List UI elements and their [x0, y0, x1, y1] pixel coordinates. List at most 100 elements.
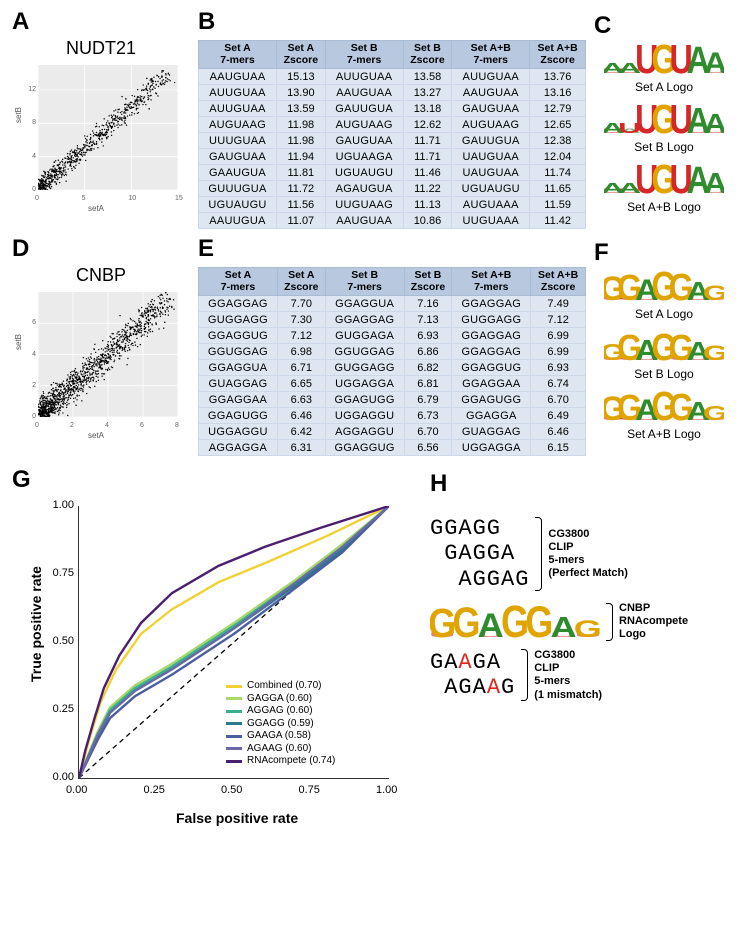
panel-D-title: CNBP — [12, 265, 190, 286]
clip-perfect-label: CG3800CLIP5-mers(Perfect Match) — [548, 528, 627, 581]
logo-caption: Set A+B Logo — [594, 200, 734, 214]
kmer-table-E: Set A7-mersSet AZscoreSet B7-mersSet BZs… — [198, 267, 586, 456]
row-2: D CNBP setB setA 0246 02468 E Set A7-mer… — [12, 235, 739, 456]
roc-frame: True positive rate 0.000.250.500.751.00 … — [26, 498, 406, 828]
logo-item: UUUAAUGUAASet A+B Logo — [594, 160, 734, 214]
table-header: Set B7-mers — [325, 41, 403, 69]
table-header: Set A+BZscore — [531, 268, 586, 296]
table-header: Set A7-mers — [199, 41, 277, 69]
svg-text:G: G — [525, 600, 553, 638]
svg-text:G: G — [574, 616, 600, 638]
table-header: Set A7-mers — [199, 268, 278, 296]
logo-item: UUUAAUGUAASet A Logo — [594, 40, 734, 94]
table-row: GAAUGUA11.81UGUAUGU11.46UAUGUAA11.74 — [199, 165, 586, 181]
logo-item: UUUUUUGGAGGAGSet B Logo — [594, 327, 734, 381]
table-header: Set BZscore — [404, 268, 452, 296]
svg-text:A: A — [704, 109, 724, 134]
logo-caption: Set A Logo — [594, 80, 734, 94]
clip-5mers-perfect: GGAGG GAGGA AGGAG — [430, 516, 529, 592]
legend-item: RNAcompete (0.74) — [226, 755, 335, 768]
table-row: AAUGUAA15.13AUUGUAA13.58AUUGUAA13.76 — [199, 69, 586, 85]
roc-xlabel: False positive rate — [176, 810, 298, 826]
logo-caption: Set B Logo — [594, 140, 734, 154]
scatter-A-xlabel: setA — [88, 204, 104, 213]
panel-B-label: B — [198, 8, 586, 36]
table-row: GAUGUAA11.94UGUAAGA11.71UAUGUAA12.04 — [199, 149, 586, 165]
table-row: GUAGGAG6.65UGGAGGA6.81GGAGGAA6.74 — [199, 376, 586, 392]
legend-item: AGAAG (0.60) — [226, 743, 335, 756]
svg-text:A: A — [551, 612, 577, 638]
svg-text:G: G — [703, 281, 724, 301]
panel-E: E Set A7-mersSet AZscoreSet B7-mersSet B… — [198, 235, 586, 456]
legend-item: AGGAG (0.60) — [226, 705, 335, 718]
logos-C-container: UUUAAUGUAASet A LogoUUAUAUUGUAASet B Log… — [594, 40, 734, 214]
cnbp-rnacompete-logo: UUUUGGAGGAG — [430, 600, 600, 643]
panel-B: B Set A7-mersSet AZscoreSet B7-mersSet B… — [198, 8, 586, 229]
table-row: GGUGGAG6.98GGUGGAG6.86GGAGGAG6.99 — [199, 344, 586, 360]
scatter-D-xticks: 02468 — [38, 422, 178, 430]
logo-item: UUUUUGGAGGAGSet A Logo — [594, 267, 734, 321]
panel-H-label: H — [430, 470, 730, 498]
logos-F-container: UUUUUGGAGGAGSet A LogoUUUUUUGGAGGAGSet B… — [594, 267, 734, 441]
table-row: UUUGUAA11.98GAUGUAA11.71GAUUGUA12.38 — [199, 133, 586, 149]
scatter-A-frame: setB setA 04812 051015 — [16, 61, 186, 211]
table-header: Set A+BZscore — [530, 41, 586, 69]
table-row: AUUGUAA13.90AAUGUAA13.27AAUGUAA13.16 — [199, 85, 586, 101]
table-row: GGAGGUG7.12GUGGAGA6.93GGAGGAG6.99 — [199, 328, 586, 344]
table-row: GUGGAGG7.30GGAGGAG7.13GUGGAGG7.12 — [199, 312, 586, 328]
table-row: GUUUGUA11.72AGAUGUA11.22UGUAUGU11.65 — [199, 181, 586, 197]
table-header: Set AZscore — [277, 41, 326, 69]
table-row: GGAGGUA6.71GUGGAGG6.82GGAGGUG6.93 — [199, 360, 586, 376]
logo-caption: Set A+B Logo — [594, 427, 734, 441]
logo-item: UUUUUGGAGGAGSet A+B Logo — [594, 387, 734, 441]
table-row: GGAGUGG6.46UGGAGGU6.73GGAGGA6.49 — [199, 408, 586, 424]
scatter-D-yticks: 0246 — [28, 292, 36, 417]
panel-F: F UUUUUGGAGGAGSet A LogoUUUUUUGGAGGAGSet… — [594, 239, 734, 447]
kmer-table-B: Set A7-mersSet AZscoreSet B7-mersSet BZs… — [198, 40, 586, 229]
table-header: Set AZscore — [277, 268, 325, 296]
scatter-D-frame: setB setA 0246 02468 — [16, 288, 186, 438]
panel-C: C UUUAAUGUAASet A LogoUUAUAUUGUAASet B L… — [594, 12, 734, 220]
svg-text:A: A — [704, 168, 724, 194]
svg-text:G: G — [452, 600, 480, 638]
legend-item: GAAGA (0.58) — [226, 730, 335, 743]
table-header: Set A+B7-mers — [452, 41, 530, 69]
scatter-A-ylabel: setB — [14, 107, 23, 123]
row-3: G True positive rate 0.000.250.500.751.0… — [12, 466, 739, 828]
scatter-A-yticks: 04812 — [28, 65, 36, 190]
table-row: UGGAGGU6.42AGGAGGU6.70GUAGGAG6.46 — [199, 424, 586, 440]
panel-E-label: E — [198, 235, 586, 263]
roc-xticks: 0.000.250.500.751.00 — [78, 782, 388, 802]
panel-C-label: C — [594, 12, 734, 40]
scatter-D-canvas — [38, 292, 178, 417]
table-row: AUGUAAG11.98AUGUAAG12.62AUGUAAG12.65 — [199, 117, 586, 133]
figure-root: A NUDT21 setB setA 04812 051015 B Set A7… — [0, 0, 751, 934]
panel-D: D CNBP setB setA 0246 02468 — [12, 235, 190, 438]
panel-F-label: F — [594, 239, 734, 267]
legend-item: Combined (0.70) — [226, 680, 335, 693]
clip-mismatch-label: CG3800CLIP5-mers(1 mismatch) — [534, 649, 602, 702]
scatter-A-canvas — [38, 65, 178, 190]
svg-text:A: A — [478, 607, 504, 638]
table-header: Set A+B7-mers — [452, 268, 531, 296]
clip-5mers-mismatch: GAAGA AGAAG — [430, 650, 515, 701]
panel-G: G True positive rate 0.000.250.500.751.0… — [12, 466, 412, 828]
row-1: A NUDT21 setB setA 04812 051015 B Set A7… — [12, 8, 739, 229]
roc-yticks: 0.000.250.500.751.00 — [48, 506, 76, 778]
cnbp-logo-label: CNBPRNAcompeteLogo — [619, 602, 688, 642]
legend-item: GAGGA (0.60) — [226, 693, 335, 706]
panel-D-label: D — [12, 235, 190, 263]
table-row: UGUAUGU11.56UUGUAAG11.13AUGUAAA11.59 — [199, 197, 586, 213]
logo-caption: Set A Logo — [594, 307, 734, 321]
scatter-A-xticks: 051015 — [38, 195, 178, 203]
roc-ylabel: True positive rate — [28, 566, 44, 682]
svg-text:G: G — [703, 341, 724, 361]
panel-H-body: GGAGG GAGGA AGGAG CG3800CLIP5-mers(Perfec… — [430, 516, 730, 702]
table-header: Set B7-mers — [325, 268, 404, 296]
table-row: AAUUGUA11.07AAUGUAA10.86UUGUAAA11.42 — [199, 213, 586, 229]
roc-legend: Combined (0.70)GAGGA (0.60)AGGAG (0.60) G… — [226, 680, 335, 768]
table-row: AGGAGGA6.31GGAGGUG6.56UGGAGGA6.15 — [199, 440, 586, 456]
panel-A: A NUDT21 setB setA 04812 051015 — [12, 8, 190, 211]
table-row: AUUGUAA13.59GAUUGUA13.18GAUGUAA12.79 — [199, 101, 586, 117]
scatter-D-xlabel: setA — [88, 431, 104, 440]
